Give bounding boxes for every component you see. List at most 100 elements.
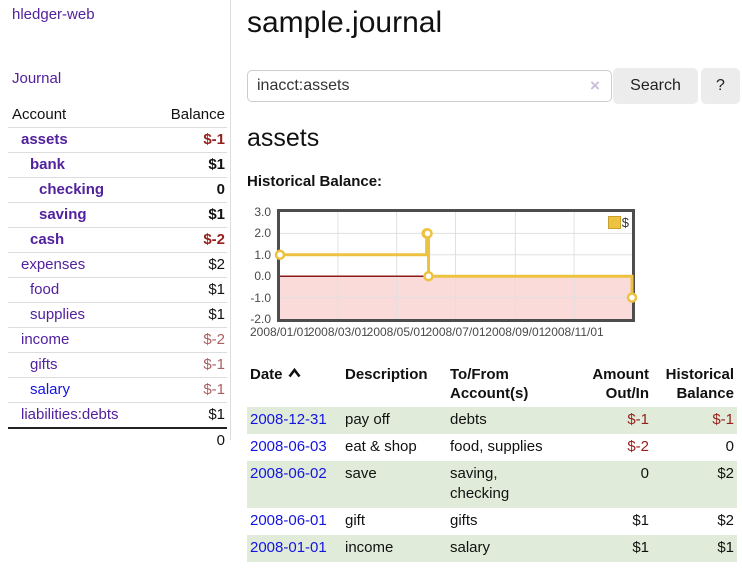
page-title: sample.journal bbox=[247, 6, 443, 39]
register-column-header: Amount Out/In bbox=[592, 366, 649, 402]
transaction-accounts: salary bbox=[447, 535, 572, 562]
clear-search-icon[interactable]: × bbox=[590, 76, 600, 95]
x-axis-tick-label: 2008/09/01 bbox=[485, 325, 546, 339]
y-axis-tick-label: 2.0 bbox=[254, 226, 271, 241]
transaction-amount: $-2 bbox=[627, 438, 649, 455]
register-header-row: Date Description To/From Account(s) Amount … bbox=[247, 362, 737, 407]
account-row: income $-2 bbox=[8, 327, 227, 353]
transaction-description: save bbox=[342, 461, 447, 508]
register-row: 2008-06-02 save saving, checking 0 $2 bbox=[247, 461, 737, 508]
register-row: 2008-12-31 pay off debts $-1 $-1 bbox=[247, 407, 737, 434]
account-balance: $2 bbox=[158, 252, 227, 278]
search-button[interactable]: Search bbox=[613, 68, 698, 104]
data-point-marker bbox=[422, 228, 433, 239]
transaction-accounts: food, supplies bbox=[450, 438, 543, 455]
register-column-header: To/From Account(s) bbox=[450, 366, 529, 402]
y-axis-tick-label: -1.0 bbox=[250, 290, 271, 305]
transaction-date-link[interactable]: 2008-06-02 bbox=[250, 465, 327, 482]
chart-plot-area: $ bbox=[274, 209, 638, 322]
accounts-total-row: 0 bbox=[8, 427, 227, 453]
transaction-date-link[interactable]: 2008-06-03 bbox=[250, 438, 327, 455]
sidebar-account-link[interactable]: cash bbox=[30, 231, 65, 248]
transaction-balance: $1 bbox=[652, 535, 737, 562]
search-input[interactable] bbox=[247, 70, 612, 102]
transaction-description: gift bbox=[345, 512, 366, 529]
account-row: bank $1 bbox=[8, 152, 227, 178]
register-column-header: Historical Balance bbox=[665, 366, 734, 402]
x-axis-tick-label: 2008/01/01 bbox=[249, 325, 311, 339]
sidebar-account-link[interactable]: salary bbox=[30, 381, 71, 398]
transaction-accounts: gifts bbox=[450, 512, 478, 529]
transaction-amount: $1 bbox=[632, 512, 649, 529]
account-balance: $-1 bbox=[158, 377, 227, 403]
data-point-marker bbox=[423, 270, 434, 282]
app-brand-link[interactable]: hledger-web bbox=[12, 6, 95, 23]
x-axis-tick-label: 2008/07/01 bbox=[425, 325, 486, 339]
account-row: salary $-1 bbox=[8, 377, 227, 403]
register-column-header: Description bbox=[345, 366, 428, 383]
sidebar-account-link[interactable]: income bbox=[21, 331, 70, 348]
account-balance: $1 bbox=[158, 402, 227, 428]
sidebar-account-link[interactable]: assets bbox=[21, 131, 68, 148]
transaction-date-link[interactable]: 2008-06-01 bbox=[250, 512, 327, 529]
transaction-date-link[interactable]: 2008-01-01 bbox=[250, 539, 327, 556]
transaction-description: pay off bbox=[342, 407, 447, 434]
transaction-amount: $1 bbox=[572, 535, 652, 562]
account-row: gifts $-1 bbox=[8, 352, 227, 378]
register-row: 2008-01-01 income salary $1 $1 bbox=[247, 535, 737, 562]
accounts-total-balance: 0 bbox=[158, 427, 227, 453]
sidebar-account-link[interactable]: saving bbox=[39, 206, 87, 223]
accounts-table: Account Balance assets $-1 bank $1 checking 0… bbox=[8, 104, 227, 453]
x-axis-tick-label: 2008/03/01 bbox=[307, 325, 368, 339]
sidebar-account-link[interactable]: supplies bbox=[30, 306, 86, 323]
historical-balance-chart: $ 3.0 2.0 1.0 0.0 -1.0 -2.0 2008/01/01 2008/03/… bbox=[247, 0, 742, 345]
transaction-balance: $2 bbox=[717, 512, 734, 529]
sidebar-account-link[interactable]: checking bbox=[39, 181, 105, 198]
transaction-description: eat & shop bbox=[345, 438, 417, 455]
y-axis-tick-label: 1.0 bbox=[254, 247, 271, 262]
sidebar-account-link[interactable]: food bbox=[30, 281, 60, 298]
account-balance: $-1 bbox=[158, 127, 227, 153]
y-axis-tick-label: -2.0 bbox=[250, 312, 271, 326]
account-balance: $1 bbox=[158, 152, 227, 178]
chart-label: Historical Balance: bbox=[247, 173, 383, 190]
sidebar-account-link[interactable]: liabilities:debts bbox=[21, 406, 119, 423]
chart-legend: $ bbox=[607, 215, 629, 230]
y-axis-tick-label: 0.0 bbox=[254, 269, 271, 284]
transaction-amount: 0 bbox=[572, 461, 652, 508]
transaction-balance: $2 bbox=[652, 461, 737, 508]
account-row: expenses $2 bbox=[8, 252, 227, 278]
register-column-header[interactable]: Date bbox=[247, 362, 342, 407]
account-balance: $-1 bbox=[158, 352, 227, 378]
help-button[interactable]: ? bbox=[701, 68, 740, 104]
account-row: checking 0 bbox=[8, 177, 227, 203]
sidebar-account-link[interactable]: expenses bbox=[21, 256, 86, 273]
register-row: 2008-06-01 gift gifts $1 $2 bbox=[247, 508, 737, 535]
sidebar-item-journal[interactable]: Journal bbox=[12, 70, 62, 87]
transaction-accounts: debts bbox=[447, 407, 572, 434]
x-axis-tick-label: 2008/05/01 bbox=[366, 325, 427, 339]
sidebar: hledger-web Journal Account Balance asse… bbox=[0, 0, 231, 453]
account-balance: $1 bbox=[158, 202, 227, 228]
sidebar-account-link[interactable]: gifts bbox=[30, 356, 58, 373]
data-point-marker bbox=[626, 292, 638, 303]
account-balance: $1 bbox=[158, 302, 227, 328]
account-row: saving $1 bbox=[8, 202, 227, 228]
account-title: assets bbox=[247, 124, 320, 152]
transaction-description: income bbox=[342, 535, 447, 562]
legend-swatch-icon bbox=[607, 216, 621, 229]
account-row: liabilities:debts $1 bbox=[8, 402, 227, 428]
register-table: Date Description To/From Account(s) Amount … bbox=[247, 362, 737, 562]
main-content: sample.journal × Search ? assets Histori… bbox=[247, 0, 742, 582]
account-row: assets $-1 bbox=[8, 127, 227, 153]
sidebar-account-link[interactable]: bank bbox=[30, 156, 66, 173]
transaction-accounts: saving, checking bbox=[447, 461, 572, 508]
account-balance: $-2 bbox=[158, 327, 227, 353]
transaction-balance: 0 bbox=[725, 438, 734, 455]
accounts-header-row: Account Balance bbox=[8, 104, 227, 128]
transaction-balance: $-1 bbox=[652, 407, 737, 434]
accounts-header-account: Account bbox=[12, 106, 67, 123]
transaction-date-link[interactable]: 2008-12-31 bbox=[250, 411, 327, 428]
x-axis-tick-label: 2008/11/01 bbox=[544, 325, 604, 339]
